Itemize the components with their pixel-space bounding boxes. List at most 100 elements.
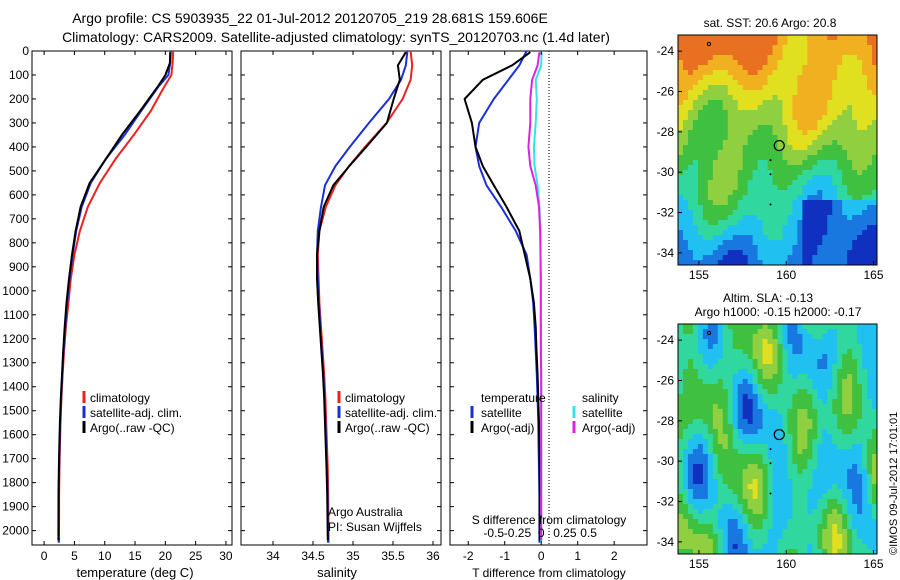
map-cell bbox=[712, 394, 719, 400]
map-cell bbox=[817, 529, 823, 535]
map-cell bbox=[737, 479, 744, 485]
map-cell bbox=[707, 479, 714, 485]
map-cell bbox=[772, 459, 778, 465]
map-cell bbox=[797, 384, 803, 390]
map-cell bbox=[822, 339, 828, 345]
map-cell bbox=[822, 399, 828, 405]
map-cell bbox=[732, 235, 739, 241]
map-cell bbox=[807, 509, 813, 515]
map-cell bbox=[862, 374, 868, 380]
map-cell bbox=[722, 384, 729, 390]
map-cell bbox=[762, 484, 768, 490]
map-cell bbox=[812, 35, 818, 41]
map-cell bbox=[867, 439, 873, 445]
map-cell bbox=[842, 364, 848, 370]
map-cell bbox=[722, 394, 729, 400]
map-cell bbox=[857, 469, 863, 475]
map-cell bbox=[872, 135, 878, 141]
map-cell bbox=[857, 45, 863, 51]
map-cell bbox=[767, 479, 773, 485]
map-cell bbox=[787, 185, 793, 191]
map-cell bbox=[852, 354, 858, 360]
map-cell bbox=[722, 185, 729, 191]
map-cell bbox=[822, 454, 828, 460]
map-cell bbox=[827, 464, 833, 470]
map-cell bbox=[777, 409, 783, 415]
map-cell bbox=[812, 379, 818, 385]
map-cell bbox=[842, 444, 848, 450]
map-cell bbox=[822, 394, 828, 400]
map-cell bbox=[742, 130, 749, 136]
map-cell bbox=[807, 354, 813, 360]
map-cell bbox=[797, 449, 803, 455]
map-cell bbox=[678, 175, 684, 181]
map-cell bbox=[767, 215, 773, 221]
map-cell bbox=[862, 60, 868, 66]
map-cell bbox=[712, 339, 719, 345]
map-cell bbox=[807, 140, 813, 146]
map-cell bbox=[807, 549, 813, 555]
map-cell bbox=[802, 454, 808, 460]
map-cell bbox=[707, 324, 714, 330]
map-cell bbox=[702, 444, 709, 450]
map-cell bbox=[842, 255, 848, 261]
map-cell bbox=[752, 369, 759, 375]
map-cell bbox=[802, 324, 808, 330]
map-cell bbox=[772, 205, 778, 211]
map-cell bbox=[802, 474, 808, 480]
map-cell bbox=[862, 45, 868, 51]
map-cell bbox=[742, 364, 749, 370]
map-cell bbox=[797, 459, 803, 465]
map-cell bbox=[762, 225, 768, 231]
map-cell bbox=[762, 529, 768, 535]
map-cell bbox=[872, 469, 878, 475]
map-cell bbox=[807, 80, 813, 86]
map-cell bbox=[742, 215, 749, 221]
map-cell bbox=[837, 369, 843, 375]
map-cell bbox=[872, 230, 878, 236]
map-cell bbox=[687, 459, 694, 465]
map-cell bbox=[762, 394, 768, 400]
map-cell bbox=[678, 454, 684, 460]
map-cell bbox=[872, 130, 878, 136]
map-cell bbox=[812, 245, 818, 251]
map-cell bbox=[832, 469, 838, 475]
map-cell bbox=[717, 499, 724, 505]
map-cell bbox=[787, 170, 793, 176]
map-cell bbox=[817, 369, 823, 375]
map-cell bbox=[712, 374, 719, 380]
map-cell bbox=[852, 414, 858, 420]
map-cell bbox=[712, 539, 719, 545]
map-cell bbox=[777, 260, 783, 266]
map-cell bbox=[697, 170, 704, 176]
map-cell bbox=[837, 514, 843, 520]
map-cell bbox=[872, 65, 878, 71]
map-cell bbox=[822, 130, 828, 136]
map-cell bbox=[712, 404, 719, 410]
map-cell bbox=[737, 255, 744, 261]
x-tick-label: 25 bbox=[189, 549, 203, 563]
map-cell bbox=[787, 260, 793, 266]
map-cell bbox=[697, 260, 704, 266]
map-cell bbox=[767, 55, 773, 61]
map-cell bbox=[832, 419, 838, 425]
map-cell bbox=[802, 200, 808, 206]
map-cell bbox=[712, 115, 719, 121]
map-cell bbox=[852, 464, 858, 470]
salinity-legend: climatology satellite-adj. clim. Argo(..… bbox=[337, 391, 437, 435]
map-cell bbox=[812, 434, 818, 440]
map-cell bbox=[772, 90, 778, 96]
map-cell bbox=[687, 115, 694, 121]
map-cell bbox=[772, 85, 778, 91]
map-cell bbox=[717, 359, 724, 365]
map-cell bbox=[852, 484, 858, 490]
map-cell bbox=[678, 235, 684, 241]
map-cell bbox=[757, 255, 763, 261]
map-cell bbox=[837, 35, 843, 41]
map-cell bbox=[737, 75, 744, 81]
map-cell bbox=[862, 354, 868, 360]
map-cell bbox=[697, 125, 704, 131]
map-cell bbox=[757, 329, 763, 335]
map-cell bbox=[692, 409, 699, 415]
map-cell bbox=[787, 125, 793, 131]
